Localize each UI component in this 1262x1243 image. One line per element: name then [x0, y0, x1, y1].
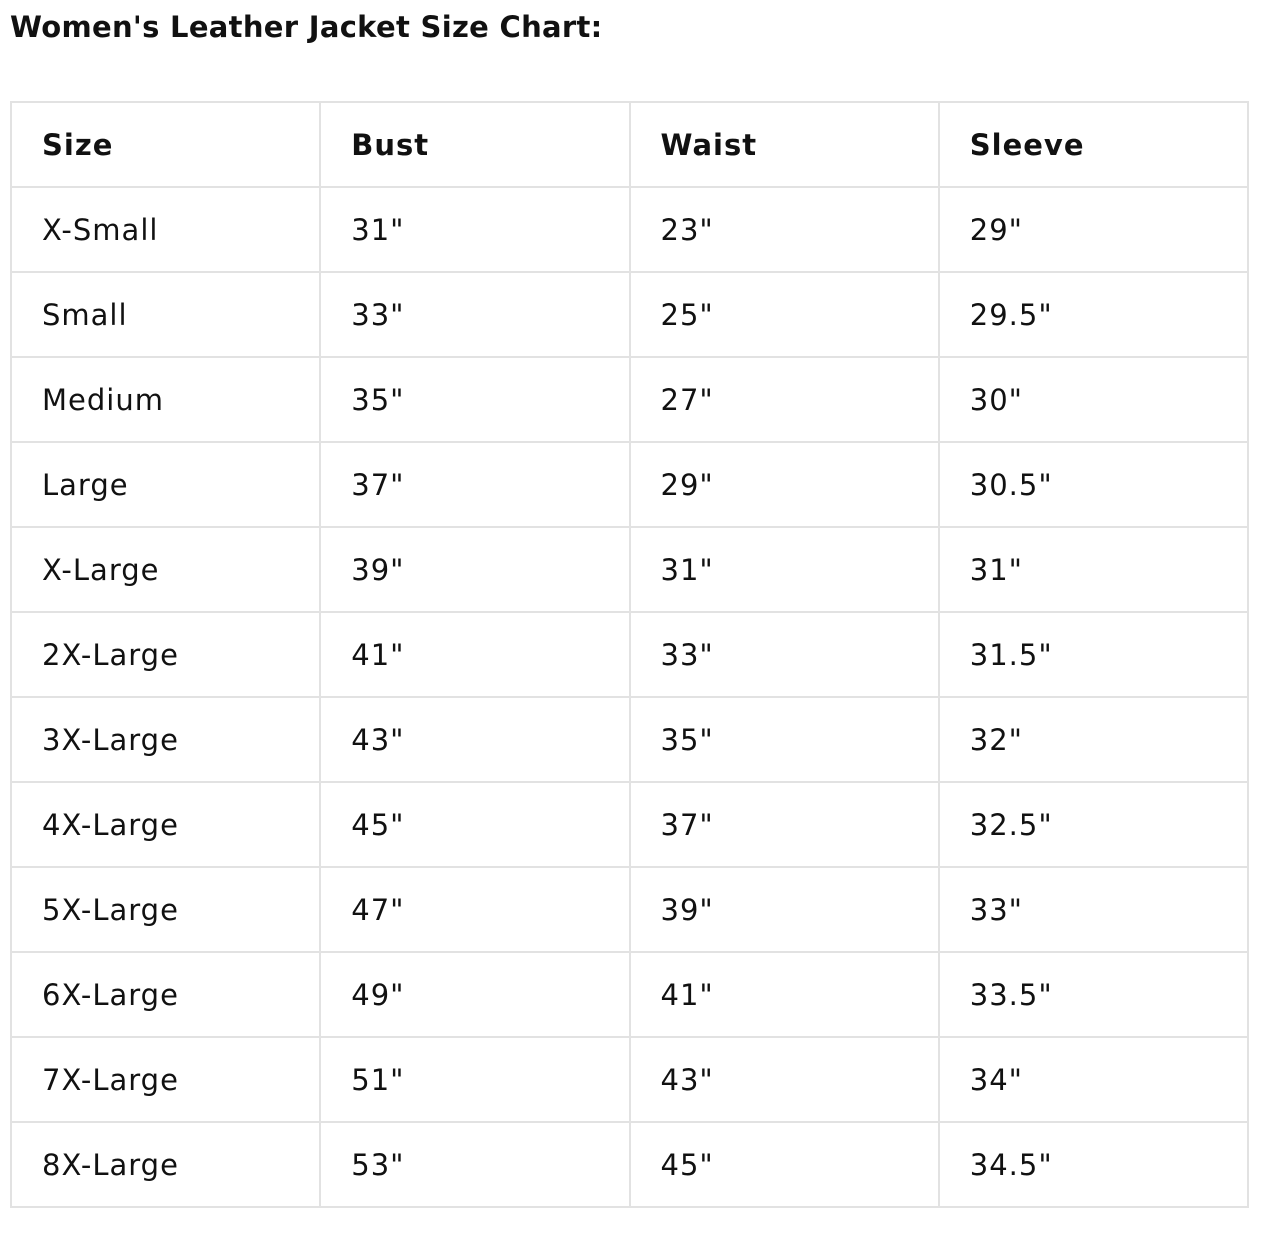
cell-waist: 35": [628, 696, 940, 783]
cell-size: 7X-Large: [9, 1036, 322, 1123]
cell-bust: 37": [319, 441, 631, 528]
table-row: 8X-Large 53" 45" 34.5": [9, 1121, 1250, 1208]
size-chart-table: Size Bust Waist Sleeve X-Small 31" 23" 29" Smal…: [9, 101, 1250, 1208]
table-row: 4X-Large 45" 37" 32.5": [9, 781, 1250, 868]
cell-size: 8X-Large: [9, 1121, 322, 1208]
cell-sleeve: 34.5": [937, 1121, 1250, 1208]
cell-waist: 45": [628, 1121, 940, 1208]
cell-waist: 39": [628, 866, 940, 953]
cell-sleeve: 30.5": [937, 441, 1250, 528]
cell-waist: 33": [628, 611, 940, 698]
cell-sleeve: 32.5": [937, 781, 1250, 868]
cell-sleeve: 31.5": [937, 611, 1250, 698]
cell-sleeve: 30": [937, 356, 1250, 443]
cell-size: Medium: [9, 356, 322, 443]
cell-waist: 41": [628, 951, 940, 1038]
table-row: 7X-Large 51" 43" 34": [9, 1036, 1250, 1123]
cell-size: 2X-Large: [9, 611, 322, 698]
cell-bust: 51": [319, 1036, 631, 1123]
column-header-sleeve: Sleeve: [937, 101, 1250, 188]
cell-bust: 39": [319, 526, 631, 613]
table-row: Large 37" 29" 30.5": [9, 441, 1250, 528]
column-header-size: Size: [9, 101, 322, 188]
cell-waist: 27": [628, 356, 940, 443]
cell-sleeve: 33": [937, 866, 1250, 953]
table-header-row: Size Bust Waist Sleeve: [9, 101, 1250, 188]
table-row: 5X-Large 47" 39" 33": [9, 866, 1250, 953]
cell-bust: 33": [319, 271, 631, 358]
cell-bust: 47": [319, 866, 631, 953]
table-row: 3X-Large 43" 35" 32": [9, 696, 1250, 783]
cell-sleeve: 32": [937, 696, 1250, 783]
table-row: 2X-Large 41" 33" 31.5": [9, 611, 1250, 698]
table-row: Medium 35" 27" 30": [9, 356, 1250, 443]
cell-sleeve: 29.5": [937, 271, 1250, 358]
cell-waist: 29": [628, 441, 940, 528]
cell-sleeve: 31": [937, 526, 1250, 613]
cell-sleeve: 34": [937, 1036, 1250, 1123]
page-title: Women's Leather Jacket Size Chart:: [10, 10, 603, 44]
cell-sleeve: 33.5": [937, 951, 1250, 1038]
table-row: X-Large 39" 31" 31": [9, 526, 1250, 613]
cell-waist: 23": [628, 186, 940, 273]
cell-size: 3X-Large: [9, 696, 322, 783]
table-row: X-Small 31" 23" 29": [9, 186, 1250, 273]
cell-size: X-Small: [9, 186, 322, 273]
cell-waist: 25": [628, 271, 940, 358]
cell-size: X-Large: [9, 526, 322, 613]
cell-bust: 49": [319, 951, 631, 1038]
cell-bust: 35": [319, 356, 631, 443]
table-row: 6X-Large 49" 41" 33.5": [9, 951, 1250, 1038]
cell-waist: 43": [628, 1036, 940, 1123]
cell-size: Large: [9, 441, 322, 528]
cell-bust: 43": [319, 696, 631, 783]
cell-bust: 45": [319, 781, 631, 868]
table-row: Small 33" 25" 29.5": [9, 271, 1250, 358]
cell-size: Small: [9, 271, 322, 358]
cell-waist: 37": [628, 781, 940, 868]
cell-waist: 31": [628, 526, 940, 613]
cell-size: 6X-Large: [9, 951, 322, 1038]
cell-bust: 53": [319, 1121, 631, 1208]
cell-size: 4X-Large: [9, 781, 322, 868]
column-header-waist: Waist: [628, 101, 940, 188]
cell-bust: 31": [319, 186, 631, 273]
cell-sleeve: 29": [937, 186, 1250, 273]
cell-size: 5X-Large: [9, 866, 322, 953]
column-header-bust: Bust: [319, 101, 631, 188]
cell-bust: 41": [319, 611, 631, 698]
